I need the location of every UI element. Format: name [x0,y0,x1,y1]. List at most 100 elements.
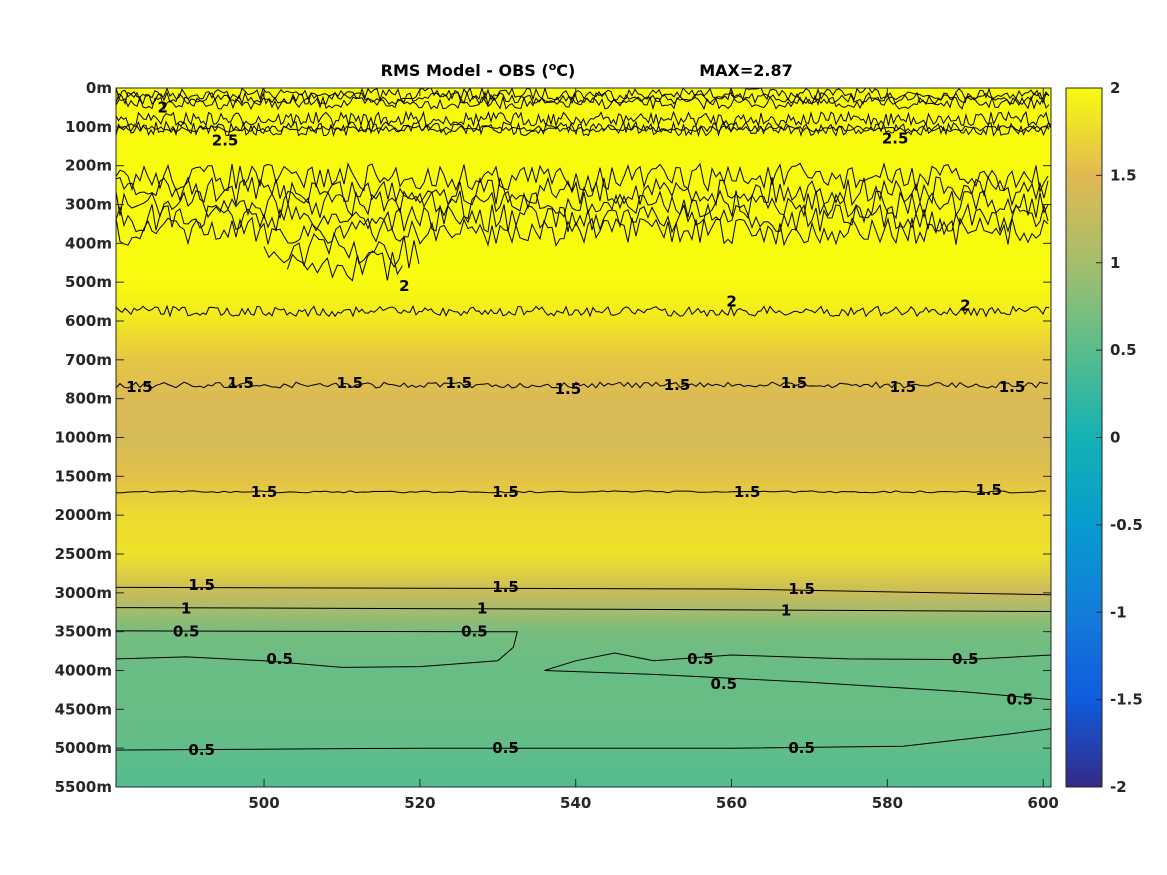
contour-label: 1.5 [492,578,519,596]
y-tick-label: 600m [65,312,112,330]
contour-label: 0.5 [952,650,979,668]
x-tick-label: 600 [1028,794,1059,812]
y-tick-label: 400m [65,234,112,252]
chart-title: RMS Model - OBS (oC) [381,60,576,80]
contour-label: 1.5 [664,376,691,394]
contour-label: 1.5 [251,483,278,501]
y-tick-label: 500m [65,273,112,291]
colorbar-tick-label: -1 [1110,603,1127,621]
contour-label: 2 [399,277,409,295]
x-tick-label: 520 [404,794,435,812]
contour-line-2 [116,202,1049,234]
y-tick-label: 1000m [55,429,112,447]
contour-label: 1 [781,601,791,619]
y-tick-label: 2000m [55,506,112,524]
contour-label: 0.5 [710,675,737,693]
contour-label: 0.5 [687,650,714,668]
plot-area: 2.5 2.5 2 2 2 2 1.5 1.5 1.5 1.5 1.5 1.5 1.5 1.5 1.5 1.5… [115,87,1052,788]
y-tick-label: 4500m [55,700,112,718]
contour-line-1 [116,607,1051,612]
colorbar-tick-label: -2 [1110,778,1127,796]
contour-label: 1.5 [188,576,215,594]
contour-label: 2 [726,293,736,311]
x-tick-label: 560 [716,794,747,812]
max-value-label: MAX=2.87 [699,61,793,80]
y-tick-label: 3000m [55,584,112,602]
y-tick-label: 5000m [55,739,112,757]
contour-label: 2 [960,296,970,314]
contour-line-1-5 [116,381,1049,389]
y-tick-label: 0m [86,79,112,97]
x-axis: 500 520 540 560 580 600 [248,88,1059,812]
contour-label: 2 [158,98,168,116]
contour-label: 1.5 [788,580,815,598]
heatmap-field [116,88,1051,787]
contour-label: 1.5 [227,374,254,392]
contour-line-0-5 [116,728,1051,751]
contour-line-2 [286,250,403,282]
contour-label: 1.5 [975,481,1002,499]
contour-label: 1.5 [734,483,761,501]
contour-label: 0.5 [266,650,293,668]
contour-line-0-5 [544,652,1051,671]
contour-label: 2.5 [212,131,239,149]
y-tick-label: 2500m [55,545,112,563]
colorbar: 2 1.5 1 0.5 0 -0.5 -1 -1.5 -2 [1065,79,1143,796]
colorbar-tick-label: 0.5 [1110,341,1137,359]
contour-label: 0.5 [1007,691,1034,709]
colorbar-tick-label: 1.5 [1110,166,1137,184]
contour-line-2 [263,231,420,269]
x-tick-label: 540 [560,794,591,812]
contour-label: 1.5 [781,374,808,392]
contour-line-2 [116,189,1049,220]
colorbar-ticks: 2 1.5 1 0.5 0 -0.5 -1 -1.5 -2 [1096,79,1143,796]
colorbar-tick-label: -0.5 [1110,516,1143,534]
x-tick-label: 500 [248,794,279,812]
contour-line-2 [116,175,1049,207]
contour-label: 0.5 [788,739,815,757]
y-tick-label: 700m [65,351,112,369]
y-tick-label: 300m [65,196,112,214]
colorbar-tick-label: -1.5 [1110,691,1143,709]
contour-line-1-5 [116,490,1047,494]
contour-label: 0.5 [461,623,488,641]
contour-label: 1.5 [492,483,519,501]
contour-label: 1.5 [555,380,582,398]
contour-line-2-5 [116,124,1050,133]
contour-label: 0.5 [492,739,519,757]
contour-line-2 [116,110,1051,128]
contour-label: 2.5 [882,129,909,147]
colorbar-tick-label: 2 [1110,79,1120,97]
contour-line-2 [116,95,1050,111]
contour-line-2 [116,304,1050,318]
y-tick-label: 4000m [55,662,112,680]
contour-label: 1.5 [336,374,363,392]
contour-label: 1.5 [890,378,917,396]
contour-label: 1 [181,599,191,617]
contour-label: 0.5 [188,741,215,759]
y-axis: 0m 100m 200m 300m 400m 500m 600m 700m 800m 1000m 1… [55,79,1051,796]
contour-line-2 [116,120,1051,138]
contour-line-0-5 [544,670,1051,701]
y-tick-label: 5500m [55,778,112,796]
contour-label: 1.5 [126,378,153,396]
contour-label: 0.5 [173,623,200,641]
contour-label: 1.5 [999,378,1026,396]
y-tick-label: 800m [65,390,112,408]
contour-lines [116,88,1051,751]
contour-line-2 [116,162,1049,193]
contour-label: 1.5 [446,374,473,392]
contour-labels: 2.5 2.5 2 2 2 2 1.5 1.5 1.5 1.5 1.5 1.5 1.5 1.5 1.5 1.5… [126,98,1033,759]
y-tick-label: 1500m [55,467,112,485]
y-tick-label: 100m [65,118,112,136]
y-tick-label: 200m [65,157,112,175]
y-tick-label: 3500m [55,623,112,641]
colorbar-tick-label: 1 [1110,254,1120,272]
contour-line-2 [116,216,1049,247]
contour-line-1-5 [116,586,1051,596]
x-tick-label: 580 [872,794,903,812]
contour-line-0-5 [116,630,518,668]
contour-label: 1 [477,599,487,617]
colorbar-tick-label: 0 [1110,429,1120,447]
